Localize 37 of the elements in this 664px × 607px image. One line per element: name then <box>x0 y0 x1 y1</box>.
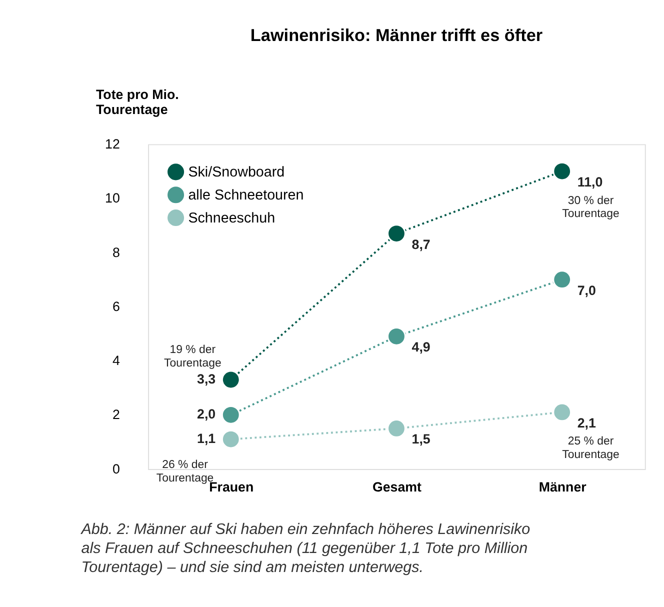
data-label: 1,1 <box>197 431 216 446</box>
legend-label: Ski/Snowboard <box>188 164 285 181</box>
chart-title: Lawinenrisiko: Männer trifft es öfter <box>250 25 543 46</box>
data-label: 2,0 <box>197 406 216 422</box>
point <box>221 430 240 449</box>
y-tick-label: 4 <box>112 353 120 368</box>
point <box>387 224 406 243</box>
x-tick-label: Gesamt <box>372 480 422 495</box>
data-label: 1,5 <box>412 432 431 447</box>
data-label: 4,9 <box>412 340 430 355</box>
point <box>221 406 240 424</box>
y-tick-label: 2 <box>112 407 120 422</box>
annotation: 19 % der Tourentage <box>164 344 222 370</box>
data-label: 2,1 <box>577 416 597 430</box>
annotation: 25 % der Tourentage <box>562 436 620 462</box>
data-label: 3,3 <box>197 372 216 387</box>
point <box>552 402 572 422</box>
point <box>221 370 240 390</box>
x-tick-label: Männer <box>538 480 586 495</box>
point <box>552 270 572 289</box>
point <box>387 327 406 346</box>
y-tick-label: 10 <box>105 190 120 206</box>
y-tick-label: 6 <box>112 298 120 314</box>
annotation: 30 % der Tourentage <box>562 194 620 220</box>
legend-label: alle Schneetouren <box>188 188 304 204</box>
x-tick-label: Frauen <box>209 480 254 495</box>
data-label: 8,7 <box>412 236 430 252</box>
point <box>552 162 572 181</box>
y-tick-label: 8 <box>112 244 120 260</box>
legend-label: Schneeschuh <box>188 210 276 227</box>
point <box>387 419 406 438</box>
data-label: 11,0 <box>577 174 603 190</box>
data-label: 7,0 <box>577 282 596 298</box>
caption: Abb. 2: Männer auf Ski haben ein zehnfach höheres Lawinenrisiko als Frauen auf Schneeschuhen (11 gegenüber 1,1 Tote pro Million Tourentage) – und sie sind am meisten unterwegs. <box>80 521 530 576</box>
y-axis-title: Tote pro Mio. Tourentage <box>96 86 179 118</box>
y-tick-label: 12 <box>105 136 120 152</box>
y-tick-label: 0 <box>112 461 120 476</box>
